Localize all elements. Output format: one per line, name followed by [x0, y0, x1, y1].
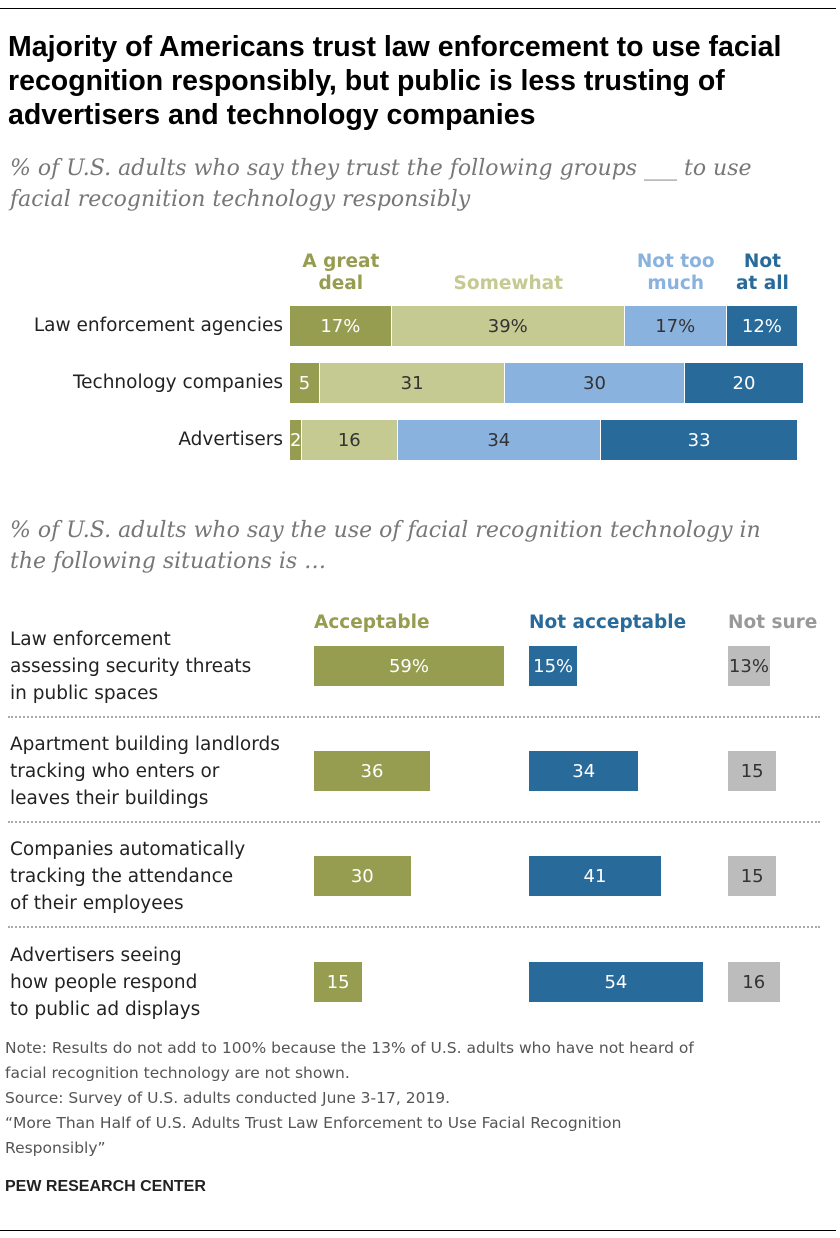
legend-not-too-much: Not too much [636, 251, 715, 294]
bar-segment: 20 [684, 363, 805, 403]
row-label: Advertisers [178, 429, 283, 450]
separator [8, 821, 820, 823]
bar: 15% [529, 646, 578, 686]
bar: 34 [529, 751, 639, 791]
legend-not-at-all: Not at all [735, 251, 789, 294]
legend-not-acceptable: Not acceptable [529, 612, 687, 633]
bar: 13% [728, 646, 770, 686]
row-label: Technology companies [73, 372, 283, 393]
bar-segment: 2 [290, 420, 302, 460]
note-line: “More Than Half of U.S. Adults Trust Law… [5, 1114, 622, 1132]
bar-segment: 39% [391, 306, 625, 346]
note-line: Responsibly” [5, 1139, 106, 1157]
bar: 15 [728, 856, 777, 896]
note-line: Source: Survey of U.S. adults conducted … [5, 1089, 451, 1107]
bar-segment: 33 [600, 420, 799, 460]
bar: 41 [529, 856, 662, 896]
bottom-rule [0, 1230, 836, 1231]
bar-segment: 16 [301, 420, 398, 460]
bar: 16 [728, 962, 780, 1002]
legend-not-sure: Not sure [728, 612, 818, 633]
top-rule [0, 8, 836, 9]
bar-segment: 34 [397, 420, 601, 460]
brand-logo: PEW RESEARCH CENTER [5, 1178, 206, 1195]
legend-a-great-deal: A great deal [302, 251, 380, 294]
bar-segment: 17% [624, 306, 727, 346]
separator [8, 716, 820, 718]
chart2-subtitle: % of U.S. adults who say the use of faci… [10, 518, 761, 574]
row-label: Law enforcement agencies [33, 315, 283, 336]
bar: 54 [529, 962, 703, 1002]
bar: 15 [314, 962, 363, 1002]
bar-segment: 30 [505, 363, 685, 403]
bar: 30 [314, 856, 411, 896]
note-line: Note: Results do not add to 100% because… [5, 1039, 694, 1057]
row-label: Advertisers seeing how people respond to p… [10, 945, 201, 1020]
note-line: facial recognition technology are not sh… [5, 1064, 350, 1082]
row-label: Law enforcement assessing security threat… [10, 629, 252, 704]
bar: 36 [314, 751, 430, 791]
bar-segment: 31 [319, 363, 506, 403]
chart-title: Majority of Americans trust law enforcem… [8, 31, 782, 131]
bar: 15 [728, 751, 777, 791]
separator [8, 926, 820, 928]
legend-somewhat: Somewhat [453, 273, 563, 294]
bar-segment: 5 [290, 363, 320, 403]
legend-acceptable: Acceptable [314, 612, 430, 633]
row-label: Apartment building landlords tracking who… [10, 734, 280, 809]
bar-segment: 17% [290, 306, 392, 346]
bar: 59% [314, 646, 504, 686]
row-label: Companies automatically tracking the atte… [10, 839, 246, 914]
bar-segment: 12% [726, 306, 799, 346]
chart1-subtitle: % of U.S. adults who say they trust the … [10, 156, 752, 212]
